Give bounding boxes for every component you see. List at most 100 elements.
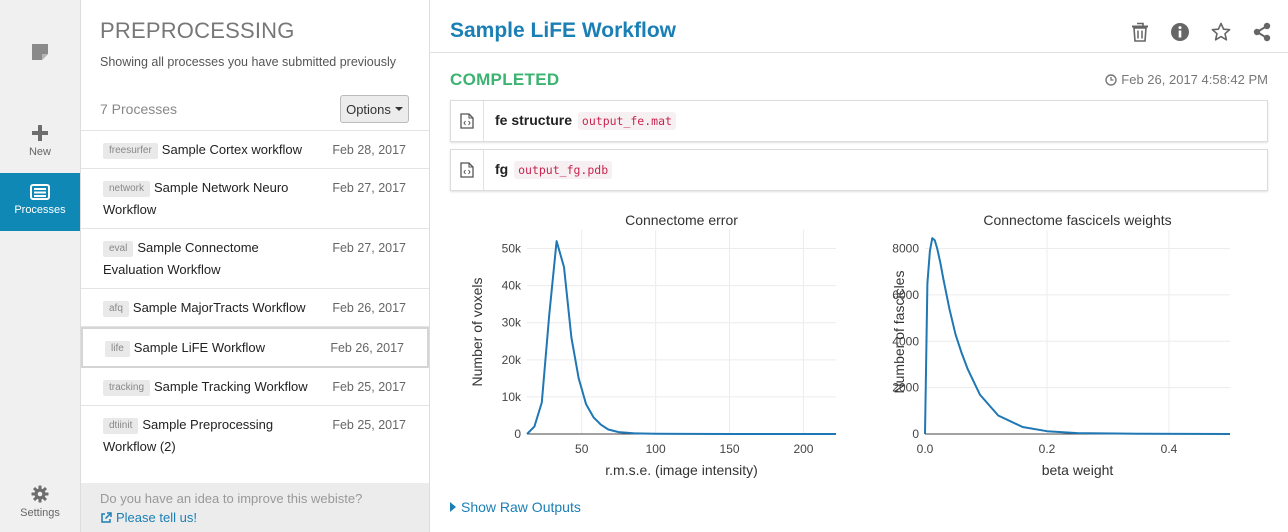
y-axis-label: Number of fascicles xyxy=(891,271,907,394)
feedback-question: Do you have an idea to improve this webi… xyxy=(100,491,363,506)
process-name: Sample MajorTracts Workflow xyxy=(132,300,306,315)
process-name: Sample Tracking Workflow xyxy=(154,379,308,394)
process-row[interactable]: network Sample Network Neuro Workflow Feb… xyxy=(81,169,429,229)
process-date: Feb 26, 2017 xyxy=(330,341,404,355)
process-detail-panel: Sample LiFE Workflow COMPLETED Feb 26, 2… xyxy=(430,0,1288,532)
y-tick-label: 6000 xyxy=(892,288,919,302)
show-raw-outputs-link[interactable]: Show Raw Outputs xyxy=(450,499,581,515)
output-file: output_fe.mat xyxy=(577,112,676,130)
process-row[interactable]: freesurfer Sample Cortex workflow Feb 28,… xyxy=(81,131,429,169)
timestamp: Feb 26, 2017 4:58:42 PM xyxy=(1105,72,1268,87)
trash-icon[interactable] xyxy=(1131,22,1149,42)
feedback-footer: Do you have an idea to improve this webi… xyxy=(81,483,429,532)
output-name: fe structure xyxy=(495,112,573,128)
y-tick-label: 4000 xyxy=(892,334,919,348)
rail-item-settings[interactable]: Settings xyxy=(0,485,80,519)
y-tick-label: 0 xyxy=(514,427,521,441)
status-label: COMPLETED xyxy=(450,70,560,89)
y-tick-label: 10k xyxy=(502,390,522,404)
info-icon[interactable] xyxy=(1170,22,1190,42)
process-tag: network xyxy=(103,181,151,197)
note-icon xyxy=(32,44,48,60)
left-navigation-rail: New Processes Settings xyxy=(0,0,81,532)
x-tick-label: 50 xyxy=(575,442,589,456)
x-tick-label: 0.2 xyxy=(1039,442,1056,456)
chart-fascicle-weights: 0 2000 4000 6000 8000 0.0 0.2 0.4 Connectome fas… xyxy=(891,212,1231,478)
process-date: Feb 27, 2017 xyxy=(332,181,406,195)
x-axis-label: beta weight xyxy=(1042,462,1114,478)
process-date: Feb 25, 2017 xyxy=(332,380,406,394)
y-tick-label: 2000 xyxy=(892,381,919,395)
show-raw-outputs-label: Show Raw Outputs xyxy=(461,499,581,515)
gear-icon xyxy=(31,485,49,503)
options-label: Options xyxy=(346,101,391,117)
series-line xyxy=(924,237,1231,435)
y-tick-label: 30k xyxy=(502,316,522,330)
process-tag: freesurfer xyxy=(103,143,158,159)
panel-title: PREPROCESSING xyxy=(100,18,295,43)
process-row[interactable]: eval Sample Connectome Evaluation Workflo… xyxy=(81,229,429,289)
rail-label-processes: Processes xyxy=(14,204,66,216)
file-code-icon xyxy=(451,150,484,190)
caret-down-icon xyxy=(394,107,403,111)
process-row-selected[interactable]: life Sample LiFE Workflow Feb 26, 2017 xyxy=(81,327,429,368)
process-count: 7 Processes xyxy=(100,101,178,117)
x-tick-label: 0.4 xyxy=(1161,442,1178,456)
process-date: Feb 27, 2017 xyxy=(332,241,406,255)
process-row[interactable]: afq Sample MajorTracts Workflow Feb 26, 2… xyxy=(81,289,429,327)
process-name: Sample Cortex workflow xyxy=(161,142,302,157)
rail-label-new: New xyxy=(28,146,51,158)
chart-title: Connectome fascicels weights xyxy=(983,212,1171,228)
y-tick-label: 40k xyxy=(502,279,522,293)
output-name: fg xyxy=(495,161,509,177)
process-tag: afq xyxy=(103,301,129,317)
feedback-link[interactable]: Please tell us! xyxy=(100,510,410,525)
caret-right-icon xyxy=(450,502,456,512)
plus-icon xyxy=(32,125,48,141)
rail-item-notes[interactable] xyxy=(0,42,80,66)
chart-title: Connectome error xyxy=(625,212,738,228)
y-tick-label: 8000 xyxy=(892,242,919,256)
rail-item-new[interactable]: New xyxy=(0,124,80,158)
process-name: Sample Network Neuro Workflow xyxy=(103,180,289,217)
process-row[interactable]: dtiinit Sample Preprocessing Workflow (2)… xyxy=(81,406,429,465)
process-tag: dtiinit xyxy=(103,418,139,434)
process-tag: eval xyxy=(103,241,134,257)
process-name: Sample Preprocessing Workflow (2) xyxy=(103,417,274,454)
chart-connectome-error: 0 10k 20k 30k 40k 50k 50 100 150 200 Connectome er… xyxy=(470,212,836,478)
process-date: Feb 25, 2017 xyxy=(332,418,406,432)
process-name: Sample Connectome Evaluation Workflow xyxy=(103,240,259,277)
feedback-link-label: Please tell us! xyxy=(116,510,197,525)
rail-item-processes[interactable]: Processes xyxy=(0,173,80,231)
y-tick-label: 20k xyxy=(502,353,522,367)
x-axis-label: r.m.s.e. (image intensity) xyxy=(605,462,758,478)
process-tag: tracking xyxy=(103,380,151,396)
x-tick-label: 150 xyxy=(720,442,740,456)
series-line xyxy=(526,240,836,435)
process-name: Sample LiFE Workflow xyxy=(133,340,266,355)
process-list: freesurfer Sample Cortex workflow Feb 28,… xyxy=(81,130,429,465)
output-item[interactable]: fe structure output_fe.mat xyxy=(450,100,1268,142)
timestamp-text: Feb 26, 2017 4:58:42 PM xyxy=(1121,72,1268,87)
output-file: output_fg.pdb xyxy=(514,161,613,179)
process-tag: life xyxy=(105,341,130,357)
process-title: Sample LiFE Workflow xyxy=(450,19,676,42)
options-dropdown-button[interactable]: Options xyxy=(340,95,409,123)
process-date: Feb 28, 2017 xyxy=(332,143,406,157)
header-divider xyxy=(430,52,1288,53)
process-date: Feb 26, 2017 xyxy=(332,301,406,315)
x-tick-label: 200 xyxy=(793,442,813,456)
star-icon[interactable] xyxy=(1211,22,1231,42)
share-icon[interactable] xyxy=(1252,22,1272,42)
file-code-icon xyxy=(451,101,484,141)
y-tick-label: 50k xyxy=(502,242,522,256)
rail-label-settings: Settings xyxy=(20,507,60,519)
list-icon xyxy=(30,184,50,200)
header-actions xyxy=(1131,22,1272,42)
panel-subtitle: Showing all processes you have submitted… xyxy=(100,55,396,69)
process-row[interactable]: tracking Sample Tracking Workflow Feb 25,… xyxy=(81,368,429,406)
y-tick-label: 0 xyxy=(912,427,919,441)
clock-icon xyxy=(1105,73,1117,86)
output-item[interactable]: fg output_fg.pdb xyxy=(450,149,1268,191)
y-axis-label: Number of voxels xyxy=(470,278,485,387)
